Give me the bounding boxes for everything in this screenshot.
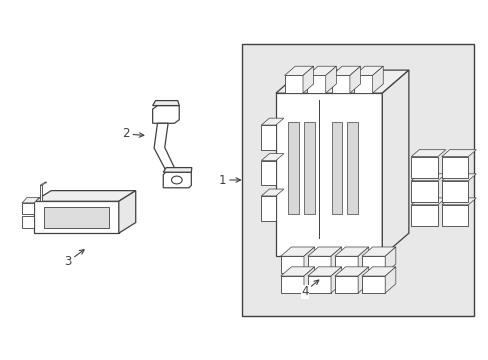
Polygon shape	[280, 247, 314, 256]
Polygon shape	[347, 122, 357, 214]
Polygon shape	[304, 247, 314, 273]
Polygon shape	[382, 70, 408, 256]
Polygon shape	[441, 205, 468, 226]
Polygon shape	[441, 181, 468, 202]
Polygon shape	[34, 201, 119, 233]
Polygon shape	[307, 76, 325, 93]
Polygon shape	[152, 105, 179, 123]
Polygon shape	[261, 161, 275, 185]
Polygon shape	[261, 189, 284, 196]
Polygon shape	[44, 207, 109, 228]
Polygon shape	[261, 118, 284, 125]
Polygon shape	[334, 276, 357, 293]
Bar	[242, 44, 473, 316]
Polygon shape	[284, 66, 313, 76]
Polygon shape	[349, 66, 360, 93]
Text: 1: 1	[219, 174, 240, 186]
Polygon shape	[361, 267, 395, 276]
Polygon shape	[154, 123, 177, 180]
Polygon shape	[307, 276, 330, 293]
Polygon shape	[119, 191, 136, 233]
Polygon shape	[334, 267, 368, 276]
Polygon shape	[307, 267, 341, 276]
Polygon shape	[325, 66, 336, 93]
Polygon shape	[275, 70, 408, 93]
Polygon shape	[357, 267, 368, 293]
Polygon shape	[287, 122, 298, 214]
Polygon shape	[261, 154, 284, 161]
Polygon shape	[284, 76, 303, 93]
Polygon shape	[410, 157, 437, 178]
Polygon shape	[361, 247, 395, 256]
Polygon shape	[353, 76, 372, 93]
Polygon shape	[361, 276, 385, 293]
Polygon shape	[334, 247, 368, 256]
Polygon shape	[385, 247, 395, 273]
Polygon shape	[357, 247, 368, 273]
Polygon shape	[40, 182, 47, 185]
Circle shape	[171, 176, 182, 184]
Polygon shape	[334, 256, 357, 273]
Polygon shape	[163, 168, 191, 172]
Text: 4: 4	[301, 280, 318, 298]
Polygon shape	[307, 66, 336, 76]
Polygon shape	[275, 93, 382, 256]
Polygon shape	[307, 256, 330, 273]
Polygon shape	[163, 172, 191, 188]
Polygon shape	[410, 181, 437, 202]
Text: 3: 3	[64, 250, 84, 268]
Polygon shape	[280, 276, 304, 293]
Polygon shape	[385, 267, 395, 293]
Polygon shape	[330, 247, 341, 273]
Polygon shape	[331, 122, 342, 214]
Polygon shape	[353, 66, 383, 76]
Polygon shape	[303, 66, 313, 93]
Text: 2: 2	[122, 127, 143, 140]
Polygon shape	[152, 100, 179, 105]
Polygon shape	[331, 66, 360, 76]
Polygon shape	[307, 247, 341, 256]
Polygon shape	[441, 157, 468, 178]
Polygon shape	[22, 203, 34, 214]
Polygon shape	[280, 256, 304, 273]
Polygon shape	[330, 267, 341, 293]
Polygon shape	[331, 76, 349, 93]
Polygon shape	[40, 185, 42, 201]
Polygon shape	[361, 256, 385, 273]
Polygon shape	[441, 174, 475, 181]
Polygon shape	[410, 198, 445, 205]
Polygon shape	[22, 216, 34, 228]
Polygon shape	[441, 150, 475, 157]
Polygon shape	[261, 125, 275, 150]
Polygon shape	[410, 205, 437, 226]
Polygon shape	[304, 122, 314, 214]
Polygon shape	[280, 267, 314, 276]
Polygon shape	[372, 66, 383, 93]
Polygon shape	[34, 191, 136, 201]
Polygon shape	[441, 198, 475, 205]
Polygon shape	[304, 267, 314, 293]
Polygon shape	[410, 174, 445, 181]
Polygon shape	[22, 198, 39, 203]
Polygon shape	[261, 196, 275, 221]
Polygon shape	[410, 150, 445, 157]
